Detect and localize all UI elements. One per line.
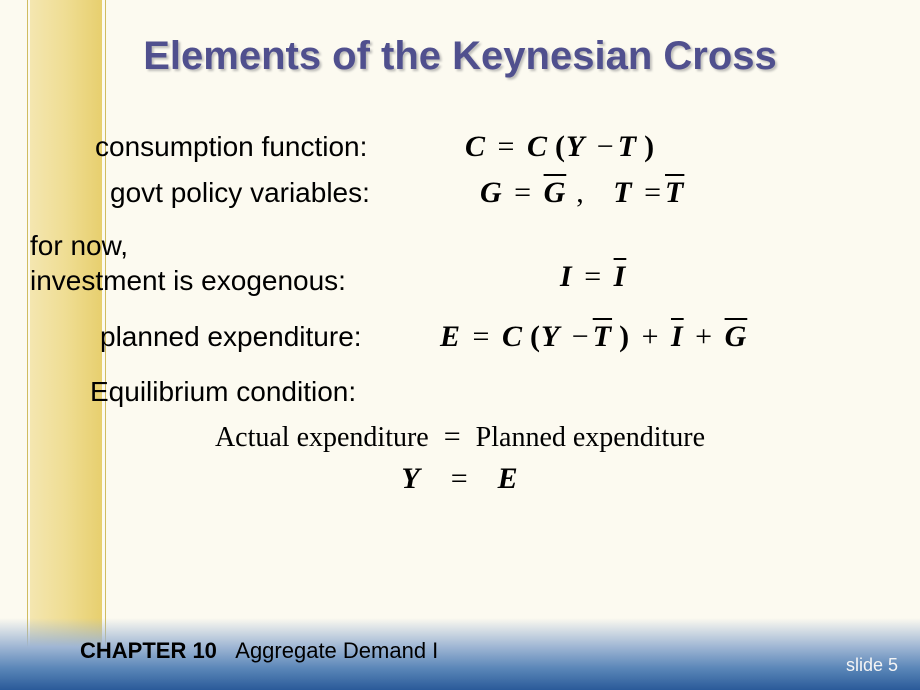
eq-consumption: C = C (Y −T ): [465, 130, 655, 164]
slide-title: Elements of the Keynesian Cross: [0, 34, 920, 79]
slide-number: slide 5: [846, 655, 898, 676]
label-investment: for now, investment is exogenous:: [30, 228, 470, 298]
eq-equilibrium-symbols: Y = E: [0, 462, 920, 496]
label-planned: planned expenditure:: [100, 321, 440, 353]
eq-govt: G = G , T =T: [480, 176, 684, 210]
slide: Elements of the Keynesian Cross consumpt…: [0, 0, 920, 690]
label-govt: govt policy variables:: [110, 177, 480, 209]
eq-investment: I = I: [470, 260, 626, 298]
content-area: consumption function: C = C (Y −T ) govt…: [0, 130, 920, 496]
footer-text: CHAPTER 10 Aggregate Demand I: [80, 638, 438, 664]
eq-equilibrium-text: Actual expenditure = Planned expenditure: [0, 420, 920, 454]
label-consumption: consumption function:: [95, 131, 465, 163]
label-equilibrium: Equilibrium condition:: [90, 376, 356, 408]
eq-planned: E = C (Y −T ) + I + G: [440, 320, 747, 354]
